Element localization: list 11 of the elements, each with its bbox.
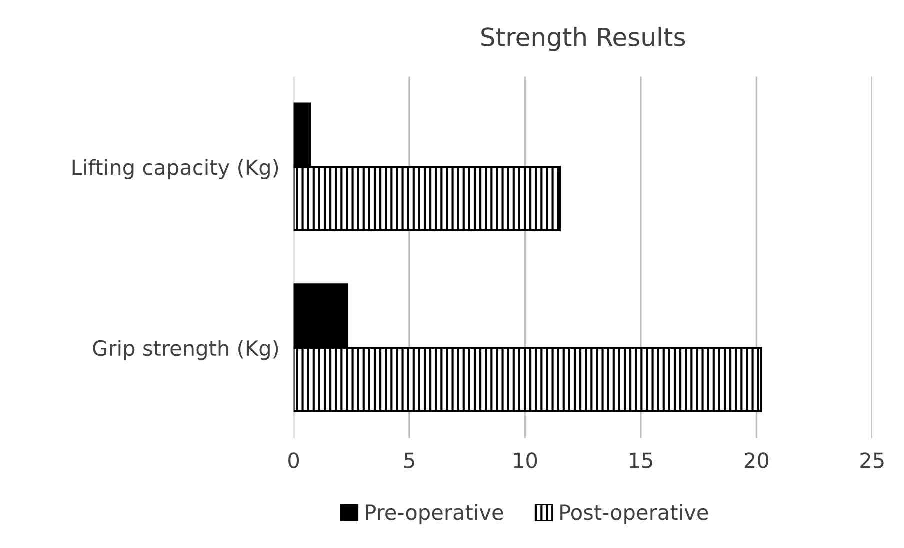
x-tick-label: 20 [744,452,769,468]
x-tick-label: 0 [288,452,300,468]
legend-label: Post-operative [560,504,708,524]
x-tick-label: 25 [860,452,884,468]
x-tick-label: 5 [404,452,414,468]
chart-title: Strength Results [482,27,686,52]
y-tick-label: Lifting capacity (Kg) [72,159,278,180]
x-tick-label: 15 [630,452,652,468]
x-tick-label: 10 [514,452,538,468]
legend-label: Pre-operative [366,504,504,524]
y-tick-label: Grip strength (Kg) [93,340,278,360]
